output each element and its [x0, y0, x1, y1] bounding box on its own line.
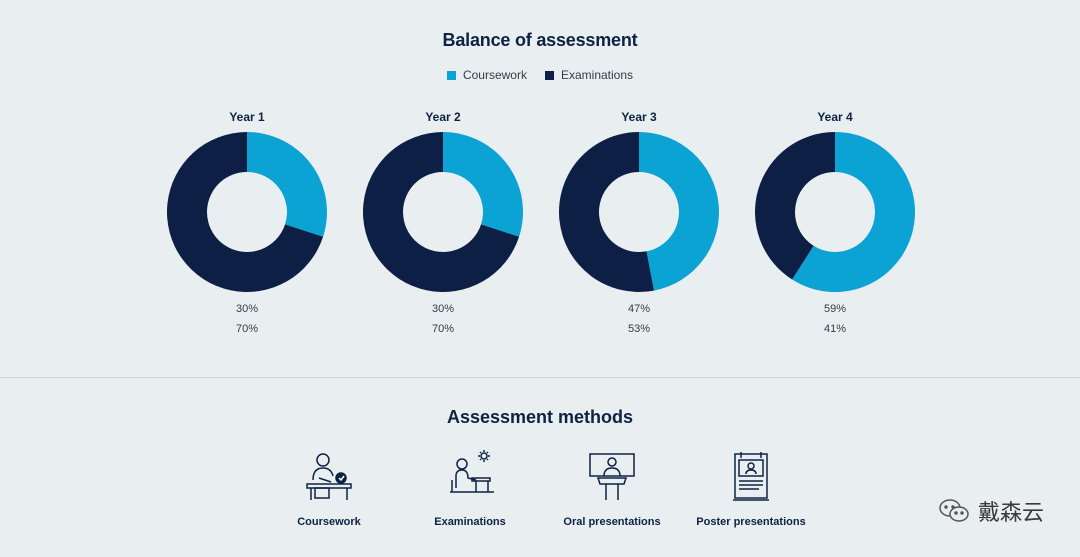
assessment-methods-title: Assessment methods	[446, 407, 634, 427]
watermark: 戴森云	[938, 495, 1044, 527]
examinations-icon	[450, 450, 494, 493]
method-poster-presentations: Poster presentations	[676, 448, 826, 528]
year-2-coursework-slice	[443, 132, 523, 237]
oral-presentation-icon	[589, 453, 635, 500]
method-examinations: Examinations	[395, 448, 545, 528]
year-2-coursework-pct: 30%	[431, 303, 455, 315]
legend-swatch-examinations	[544, 70, 554, 80]
year-2-examinations-pct: 70%	[431, 323, 455, 335]
section-divider	[0, 377, 1080, 378]
year-4-examinations-slice	[754, 132, 835, 280]
legend-item-coursework: Coursework	[446, 68, 527, 82]
year-1-coursework-pct: 30%	[235, 303, 259, 315]
year-3-coursework-pct: 47%	[627, 303, 651, 315]
year-2-examinations-slice	[363, 132, 520, 292]
year-4-coursework-pct: 59%	[823, 303, 847, 315]
legend-swatch-coursework	[446, 70, 456, 80]
year-4-examinations-pct: 41%	[823, 323, 847, 335]
method-label-coursework: Coursework	[297, 516, 361, 528]
coursework-icon	[306, 453, 352, 500]
method-label-examinations: Examinations	[434, 516, 506, 528]
year-3-coursework-slice	[639, 132, 719, 291]
legend-label-coursework: Coursework	[462, 68, 527, 82]
year-2-title: Year 2	[425, 110, 461, 124]
legend-label-examinations: Examinations	[560, 68, 634, 82]
year-3-title: Year 3	[621, 110, 657, 124]
year-1-examinations-slice	[167, 132, 324, 292]
year-1-title: Year 1	[229, 110, 265, 124]
legend-item-examinations: Examinations	[544, 68, 634, 82]
year-1-coursework-slice	[247, 132, 327, 237]
method-label-poster-presentations: Poster presentations	[696, 516, 806, 528]
wechat-icon	[939, 499, 969, 522]
year-3-examinations-slice	[558, 132, 654, 292]
year-1-examinations-pct: 70%	[235, 323, 259, 335]
method-oral-presentations: Oral presentations	[537, 448, 687, 528]
method-coursework: Coursework	[254, 448, 404, 528]
chart-title: Balance of assessment	[442, 30, 638, 50]
year-3-examinations-pct: 53%	[627, 323, 651, 335]
donut-charts	[167, 132, 915, 292]
poster-presentation-icon	[733, 452, 769, 501]
year-4-title: Year 4	[817, 110, 853, 124]
balance-of-assessment-section: Balance of assessment Coursework Examina…	[0, 30, 1080, 335]
watermark-text: 戴森云	[977, 500, 1044, 525]
method-label-oral-presentations: Oral presentations	[563, 516, 661, 528]
chart-legend: Coursework Examinations	[0, 68, 1080, 82]
year-4-coursework-slice	[792, 132, 915, 292]
